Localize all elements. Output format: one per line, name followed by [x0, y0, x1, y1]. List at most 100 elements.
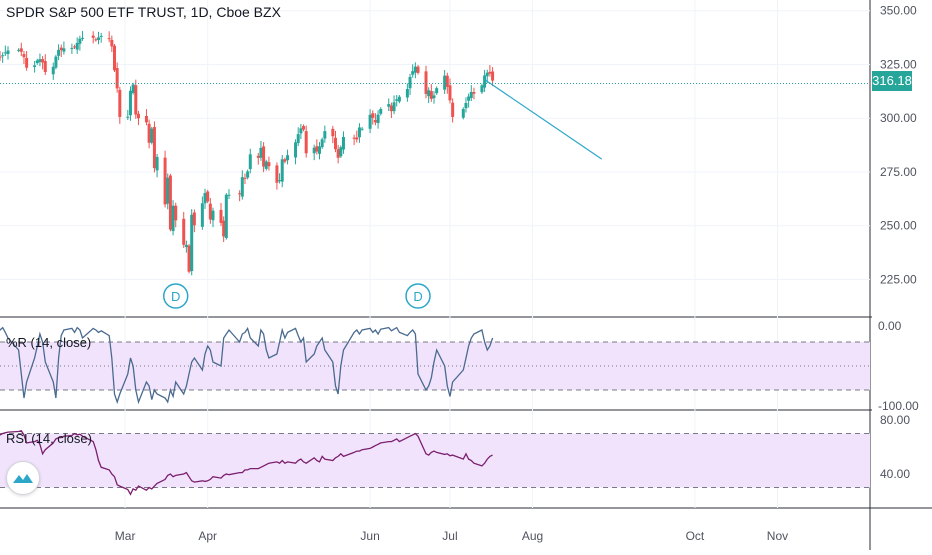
logo-icon: [13, 474, 33, 483]
candle-body: [448, 85, 452, 101]
candle-body: [174, 205, 178, 221]
candle-body: [38, 59, 42, 62]
candle-body: [259, 147, 263, 158]
y-tick-label: 250.00: [880, 219, 917, 233]
candle-body: [208, 203, 212, 220]
dividend-marker-label: D: [171, 289, 180, 304]
candle-body: [150, 128, 154, 143]
candle-body: [472, 92, 476, 94]
candle-body: [59, 47, 63, 51]
candle-body: [275, 165, 279, 183]
dividend-marker[interactable]: D: [162, 283, 189, 309]
candle-body: [243, 177, 247, 179]
candle-body: [33, 65, 37, 67]
candle-body: [411, 71, 415, 75]
candle-body: [320, 139, 324, 148]
candle-body: [182, 218, 186, 245]
candle-body: [357, 127, 361, 138]
candle-body: [483, 75, 487, 88]
candle-body: [262, 146, 266, 167]
candle-body: [432, 95, 436, 99]
candle-body: [296, 134, 300, 144]
candle-body: [485, 72, 489, 77]
candle-body: [211, 210, 215, 221]
candle-body: [451, 102, 455, 117]
candle-body: [163, 157, 167, 205]
candle-body: [115, 68, 119, 89]
candle-body: [371, 113, 375, 118]
candle-body: [1, 55, 5, 57]
dividend-marker[interactable]: D: [405, 283, 431, 309]
x-tick-label: Apr: [198, 529, 217, 543]
candle-body: [294, 142, 298, 158]
wr-series: [0, 326, 494, 405]
tradingview-logo[interactable]: [6, 461, 40, 495]
candle-body: [97, 37, 101, 40]
rsi-band-area: [0, 433, 870, 488]
candle-body: [355, 137, 359, 140]
candle-body: [339, 147, 343, 157]
wr-band-fill: [0, 342, 870, 390]
candle-body: [131, 84, 135, 93]
candle-body: [94, 39, 98, 41]
rsi-indicator-label[interactable]: RSI (14, close): [6, 431, 92, 446]
candle-body: [368, 114, 372, 129]
candle-body: [168, 175, 172, 230]
x-tick-label: Jul: [442, 529, 457, 543]
candle-body: [54, 56, 58, 68]
candle-body: [246, 171, 250, 178]
candle-body: [110, 39, 114, 47]
candle-body: [81, 37, 85, 39]
candle-body: [267, 162, 271, 167]
candle-body: [413, 66, 417, 73]
candle-body: [73, 46, 77, 48]
candle-body: [331, 128, 335, 137]
axes: Mar Apr Jun Jul Aug Oct Nov 225.00 250.00 275.00 3…: [115, 4, 919, 543]
candle-body: [256, 155, 260, 158]
candle-body: [206, 191, 210, 202]
candle-body: [480, 85, 484, 93]
candle-body: [341, 136, 345, 150]
candle-body: [323, 131, 327, 139]
candle-body: [190, 214, 194, 271]
candle-body: [25, 57, 29, 68]
candle-body: [278, 180, 282, 182]
candle-body: [171, 205, 175, 232]
candle-body: [99, 35, 103, 37]
candle-body: [469, 92, 473, 99]
candle-body: [147, 123, 151, 143]
y-tick-label: 275.00: [880, 165, 917, 179]
candle-body: [17, 49, 21, 51]
candle-body: [360, 128, 364, 130]
candle-body: [491, 71, 495, 81]
candle-body: [219, 209, 223, 223]
candle-body: [224, 194, 228, 238]
candle-body: [445, 75, 449, 87]
candle-body: [238, 193, 242, 195]
candle-body: [184, 244, 188, 248]
trendline[interactable]: [484, 79, 603, 160]
candle-body: [405, 88, 409, 98]
candle-body: [78, 38, 82, 44]
candle-body: [387, 104, 391, 107]
rsi-series: [0, 430, 493, 496]
candle-body: [429, 91, 433, 99]
candle-body: [336, 149, 340, 158]
candle-body: [488, 71, 492, 74]
x-tick-label: Nov: [767, 529, 788, 543]
candle-body: [222, 220, 226, 237]
candle-body: [283, 159, 287, 162]
candle-body: [240, 177, 244, 197]
candle-body: [424, 71, 428, 94]
candle-body: [22, 54, 26, 58]
candle-body: [315, 146, 319, 152]
candle-body: [0, 56, 2, 58]
wr-indicator-label[interactable]: %R (14, close): [6, 335, 92, 350]
candle-body: [461, 108, 465, 118]
last-price-tag: 316.18: [872, 71, 912, 91]
candle-body: [91, 35, 95, 38]
candle-body: [192, 212, 196, 226]
candle-body: [35, 60, 39, 64]
